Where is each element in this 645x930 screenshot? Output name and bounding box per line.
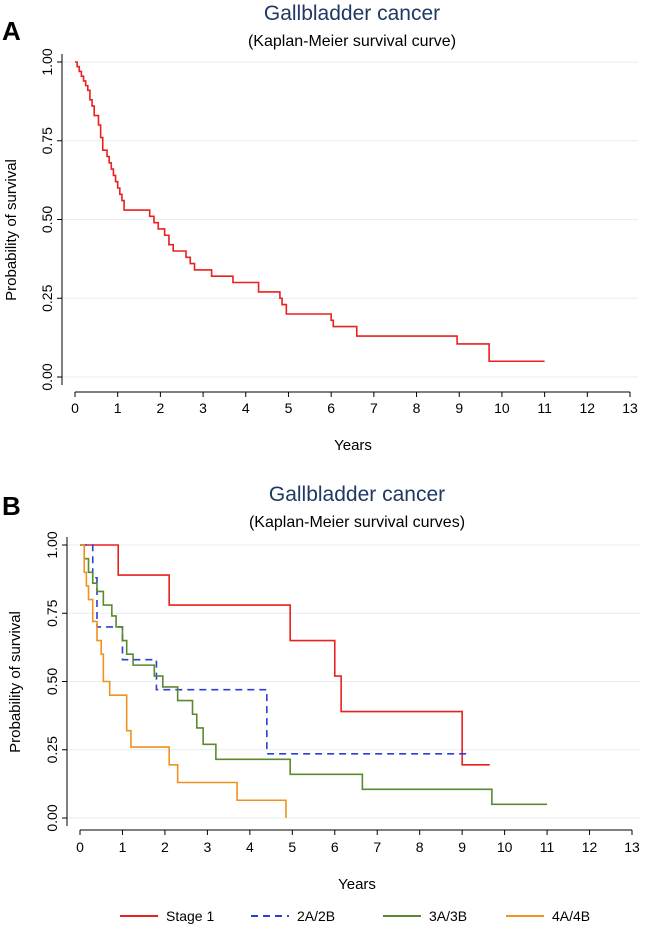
- panel-a-x-tick-label: 1: [114, 400, 122, 416]
- panel-b-x-tick-label: 0: [76, 839, 84, 855]
- panel-b-x-tick-label: 8: [416, 839, 424, 855]
- panel-a-x-tick-label: 8: [413, 400, 421, 416]
- panel-b-x-tick-label: 3: [203, 839, 211, 855]
- panel-a-y-tick-label: 1.00: [39, 48, 55, 75]
- panel-b-x-tick-label: 1: [119, 839, 127, 855]
- panel-a-x-tick-label: 11: [537, 400, 552, 416]
- panel-a-x-tick-label: 10: [494, 400, 510, 416]
- panel-a-x-tick-label: 4: [242, 400, 250, 416]
- panel-b-x-tick-label: 11: [540, 839, 555, 855]
- panel-b-x-axis-label: Years: [338, 876, 376, 893]
- panel-a-x-tick-label: 2: [156, 400, 164, 416]
- panel-b-series-stage-1: [80, 544, 490, 766]
- panel-b-x-tick-label: 6: [331, 839, 339, 855]
- panel-b-x-tick-label: 12: [582, 839, 598, 855]
- panel-a-subtitle: (Kaplan-Meier survival curve): [248, 33, 456, 50]
- panel-a-x-tick-label: 0: [71, 400, 79, 416]
- panel-a-y-tick-label: 0.75: [39, 127, 55, 154]
- legend-4a4b-label: 4A/4B: [552, 908, 590, 924]
- panel-b-x-ticks: 0 1 2 3 4 5 6 7 8 9 10 11 12 13: [76, 830, 640, 855]
- panel-b-y-tick-label: 0.50: [44, 668, 60, 695]
- panel-b-x-tick-label: 9: [458, 839, 466, 855]
- panel-a-x-tick-label: 12: [580, 400, 596, 416]
- panel-b-x-tick-label: 4: [246, 839, 254, 855]
- panel-a-x-axis-label: Years: [334, 437, 372, 454]
- panel-a-x-tick-label: 9: [455, 400, 463, 416]
- panel-b-y-ticks: 0.00 0.25 0.50 0.75 1.00: [44, 531, 67, 832]
- panel-b-subtitle: (Kaplan-Meier survival curves): [249, 514, 465, 531]
- panel-b-x-tick-label: 2: [161, 839, 169, 855]
- panel-a-y-tick-label: 0.00: [39, 363, 55, 390]
- panel-b-series: [80, 544, 548, 818]
- panel-b-y-tick-label: 1.00: [44, 531, 60, 558]
- panel-a-series: [75, 61, 545, 363]
- panel-b-series-4a-4b: [80, 544, 287, 818]
- panel-b-series-3a-3b: [80, 544, 548, 806]
- panel-a-series-overall: [75, 61, 545, 363]
- legend-2a2b-label: 2A/2B: [297, 908, 335, 924]
- panel-b-title: Gallbladder cancer: [269, 483, 445, 506]
- panel-a-y-tick-label: 0.25: [39, 284, 55, 311]
- panel-b-letter: B: [2, 491, 21, 521]
- panel-a-gridlines: [62, 61, 638, 378]
- panel-b-x-tick-label: 13: [624, 839, 640, 855]
- panel-b-x-tick-label: 10: [497, 839, 513, 855]
- legend-stage1-label: Stage 1: [166, 908, 214, 924]
- panel-b-gridlines: [67, 544, 640, 819]
- panel-b-y-axis-label: Probability of survival: [7, 611, 24, 753]
- panel-a-y-tick-label: 0.50: [39, 206, 55, 233]
- panel-a-y-ticks: 0.00 0.25 0.50 0.75 1.00: [39, 48, 62, 391]
- panel-a-x-tick-label: 13: [622, 400, 638, 416]
- panel-b-y-tick-label: 0.75: [44, 599, 60, 626]
- panel-b-legend: Stage 1 2A/2B 3A/3B 4A/4B: [120, 908, 590, 924]
- panel-a-x-tick-label: 5: [285, 400, 293, 416]
- panel-b-series-2a-2b: [80, 544, 467, 755]
- panel-b: B Gallbladder cancer (Kaplan-Meier survi…: [2, 483, 640, 924]
- panel-a-letter: A: [2, 16, 21, 46]
- panel-b-x-tick-label: 7: [373, 839, 381, 855]
- panel-a: A Gallbladder cancer (Kaplan-Meier survi…: [2, 2, 638, 454]
- legend-3a3b-label: 3A/3B: [429, 908, 467, 924]
- panel-b-x-tick-label: 5: [288, 839, 296, 855]
- panel-a-axes: [61, 54, 630, 393]
- panel-a-x-tick-label: 7: [370, 400, 378, 416]
- panel-a-x-ticks: 0 1 2 3 4 5 6 7 8 9 10 11 12 13: [71, 392, 638, 416]
- panel-a-y-axis-label: Probability of survival: [3, 159, 20, 301]
- panel-a-title: Gallbladder cancer: [264, 2, 440, 25]
- panel-b-axes: [66, 537, 632, 831]
- panel-a-x-tick-label: 6: [327, 400, 335, 416]
- panel-a-x-tick-label: 3: [199, 400, 207, 416]
- panel-b-y-tick-label: 0.25: [44, 736, 60, 763]
- panel-b-y-tick-label: 0.00: [44, 804, 60, 831]
